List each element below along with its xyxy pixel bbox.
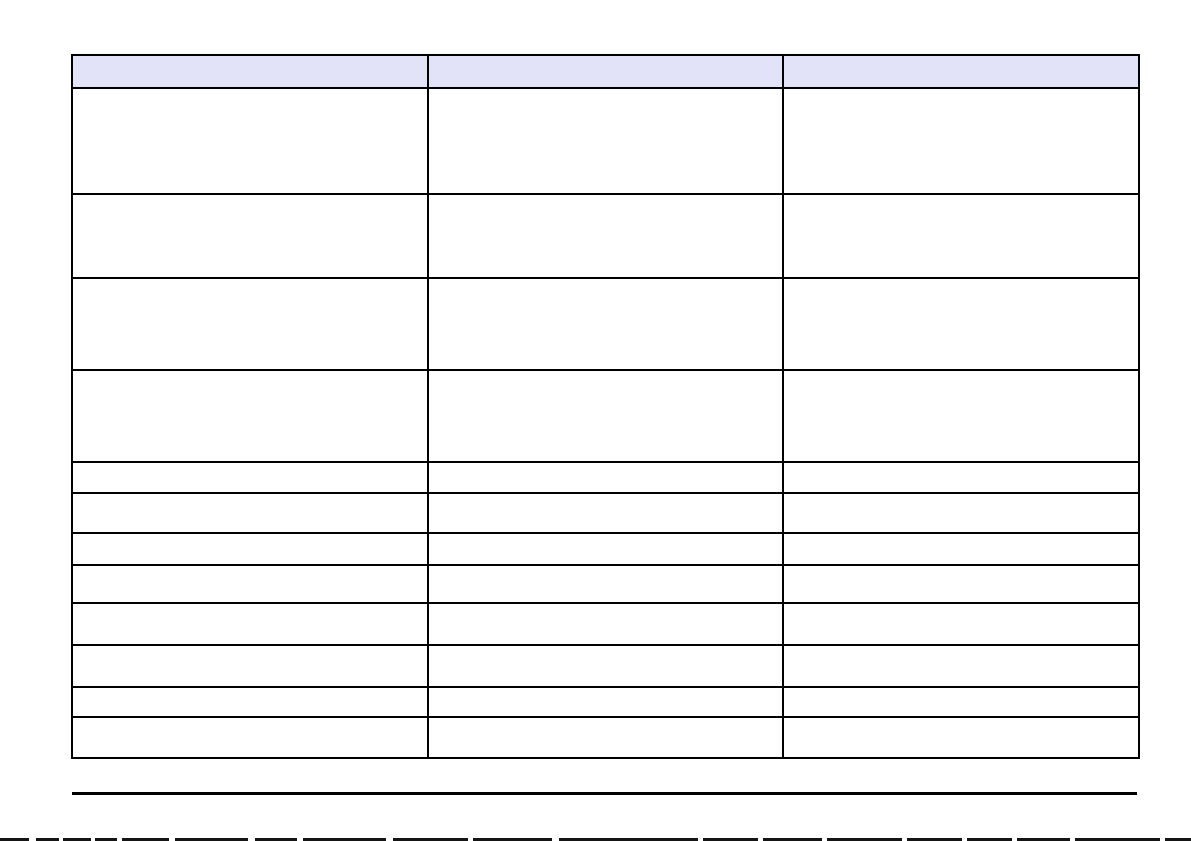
table-cell [427, 87, 784, 195]
table-row [71, 602, 1140, 646]
clipped-text-fragment [763, 838, 822, 841]
table-cell [782, 369, 1140, 463]
table-cell [71, 532, 429, 566]
table-cell [71, 87, 429, 195]
table-cell [71, 369, 429, 463]
table-cell [782, 564, 1140, 604]
clipped-text-fragment [36, 838, 59, 841]
table-cell [782, 277, 1140, 371]
table-cell [71, 461, 429, 494]
table-cell [782, 492, 1140, 534]
clipped-text-fragment [255, 838, 297, 841]
footer-rule [72, 792, 1137, 795]
table-row [71, 369, 1140, 463]
table-cell [427, 716, 784, 759]
table-row [71, 277, 1140, 371]
clipped-text-fragment [303, 838, 386, 841]
table-header-cell [71, 54, 429, 89]
table-cell [427, 492, 784, 534]
clipped-text-fragment [63, 838, 91, 841]
table-row [71, 532, 1140, 566]
clipped-bottom-text-strip [0, 836, 1191, 841]
table-row [71, 492, 1140, 534]
table-cell [782, 686, 1140, 718]
table-cell [427, 564, 784, 604]
table-cell [71, 277, 429, 371]
table-row [71, 716, 1140, 759]
table-cell [782, 716, 1140, 759]
table-row [71, 644, 1140, 688]
clipped-text-fragment [827, 838, 902, 841]
table-cell [427, 369, 784, 463]
table-cell [427, 644, 784, 688]
clipped-text-fragment [1017, 838, 1070, 841]
table-cell [71, 492, 429, 534]
empty-table [71, 54, 1140, 759]
clipped-text-fragment [703, 838, 758, 841]
clipped-text-fragment [1075, 838, 1160, 841]
table-cell [782, 644, 1140, 688]
clipped-text-fragment [122, 838, 169, 841]
table-header-cell [427, 54, 784, 89]
clipped-text-fragment [559, 838, 698, 841]
table-row [71, 564, 1140, 604]
table-row [71, 686, 1140, 718]
clipped-text-fragment [473, 838, 552, 841]
table-cell [71, 564, 429, 604]
table-row [71, 461, 1140, 494]
table-cell [782, 87, 1140, 195]
table-row [71, 87, 1140, 195]
clipped-text-fragment [0, 838, 29, 841]
table-cell [427, 193, 784, 279]
table-cell [71, 716, 429, 759]
clipped-text-fragment [907, 838, 962, 841]
table-row [71, 193, 1140, 279]
clipped-text-fragment [175, 838, 248, 841]
table-cell [427, 277, 784, 371]
table-header-cell [782, 54, 1140, 89]
table-cell [782, 461, 1140, 494]
table-cell [782, 532, 1140, 566]
table-cell [71, 644, 429, 688]
table-cell [71, 193, 429, 279]
table-cell [782, 602, 1140, 646]
table-cell [427, 686, 784, 718]
clipped-text-fragment [967, 838, 1012, 841]
clipped-text-fragment [95, 838, 117, 841]
table-cell [71, 686, 429, 718]
table-cell [427, 461, 784, 494]
table-cell [782, 193, 1140, 279]
clipped-text-fragment [393, 838, 468, 841]
table-cell [71, 602, 429, 646]
clipped-text-fragment [1165, 838, 1191, 841]
table-header-row [71, 54, 1140, 89]
table-cell [427, 532, 784, 566]
table-cell [427, 602, 784, 646]
